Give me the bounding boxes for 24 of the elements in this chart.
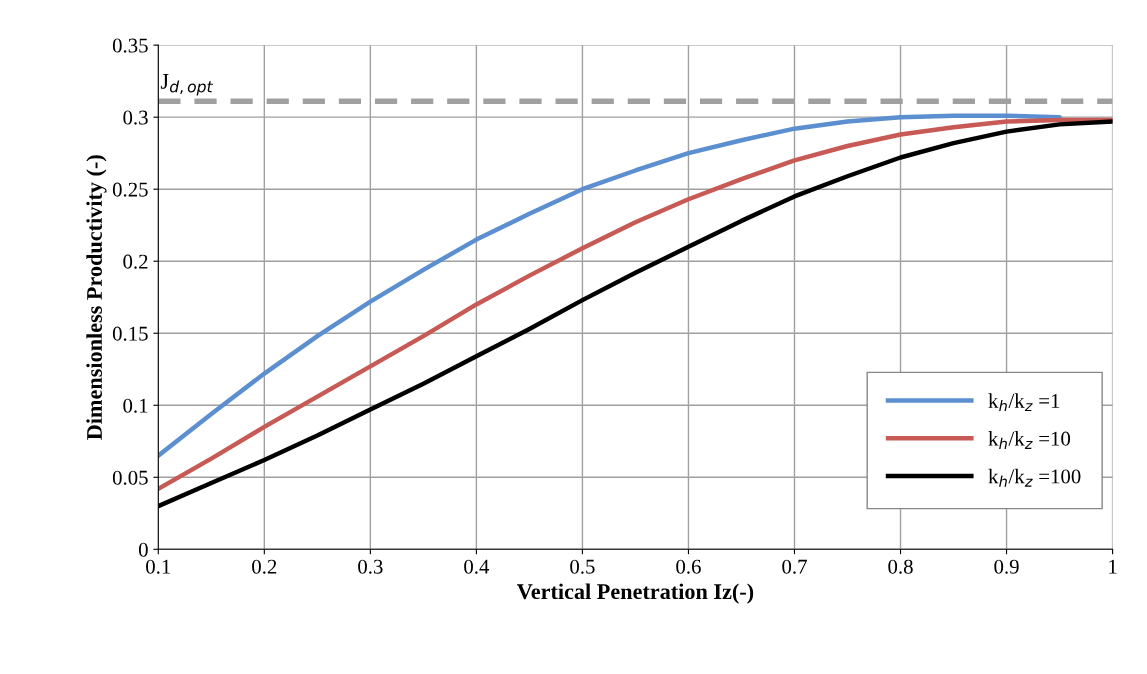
legend-label: k$_{h}$/k$_{z}$ =1 (988, 393, 1060, 412)
x-tick-label: 0.5 (570, 559, 595, 574)
y-tick-label: 0.25 (112, 182, 148, 197)
y-tick-label: 0.05 (112, 470, 148, 485)
x-tick-label: 0.3 (358, 559, 383, 574)
x-axis-title: Vertical Penetration Iz(-) (517, 583, 754, 604)
x-tick-label: 0.2 (252, 559, 277, 574)
y-tick-label: 0.35 (112, 38, 148, 53)
legend-label: k$_{h}$/k$_{z}$ =10 (988, 431, 1071, 449)
y-tick-label: 0.3 (123, 110, 148, 125)
y-tick-label: 0.1 (123, 398, 148, 413)
y-tick-label: 0 (138, 542, 148, 557)
x-tick-label: 0.8 (888, 559, 913, 574)
legend-label: k$_{h}$/k$_{z}$ =100 (988, 468, 1081, 487)
x-tick-label: 0.6 (676, 559, 701, 574)
x-tick-label: 0.1 (146, 559, 171, 574)
x-tick-label: 0.9 (994, 559, 1019, 574)
y-tick-label: 0.2 (123, 254, 148, 269)
x-tick-label: 1 (1109, 559, 1117, 574)
y-axis-title: Dimensionless Productivity (-) (86, 155, 107, 440)
ref-line-label: J$_{d,opt}$ (160, 74, 214, 96)
x-tick-label: 0.7 (782, 559, 807, 574)
y-tick-label: 0.15 (112, 326, 148, 341)
x-tick-label: 0.4 (464, 559, 490, 574)
